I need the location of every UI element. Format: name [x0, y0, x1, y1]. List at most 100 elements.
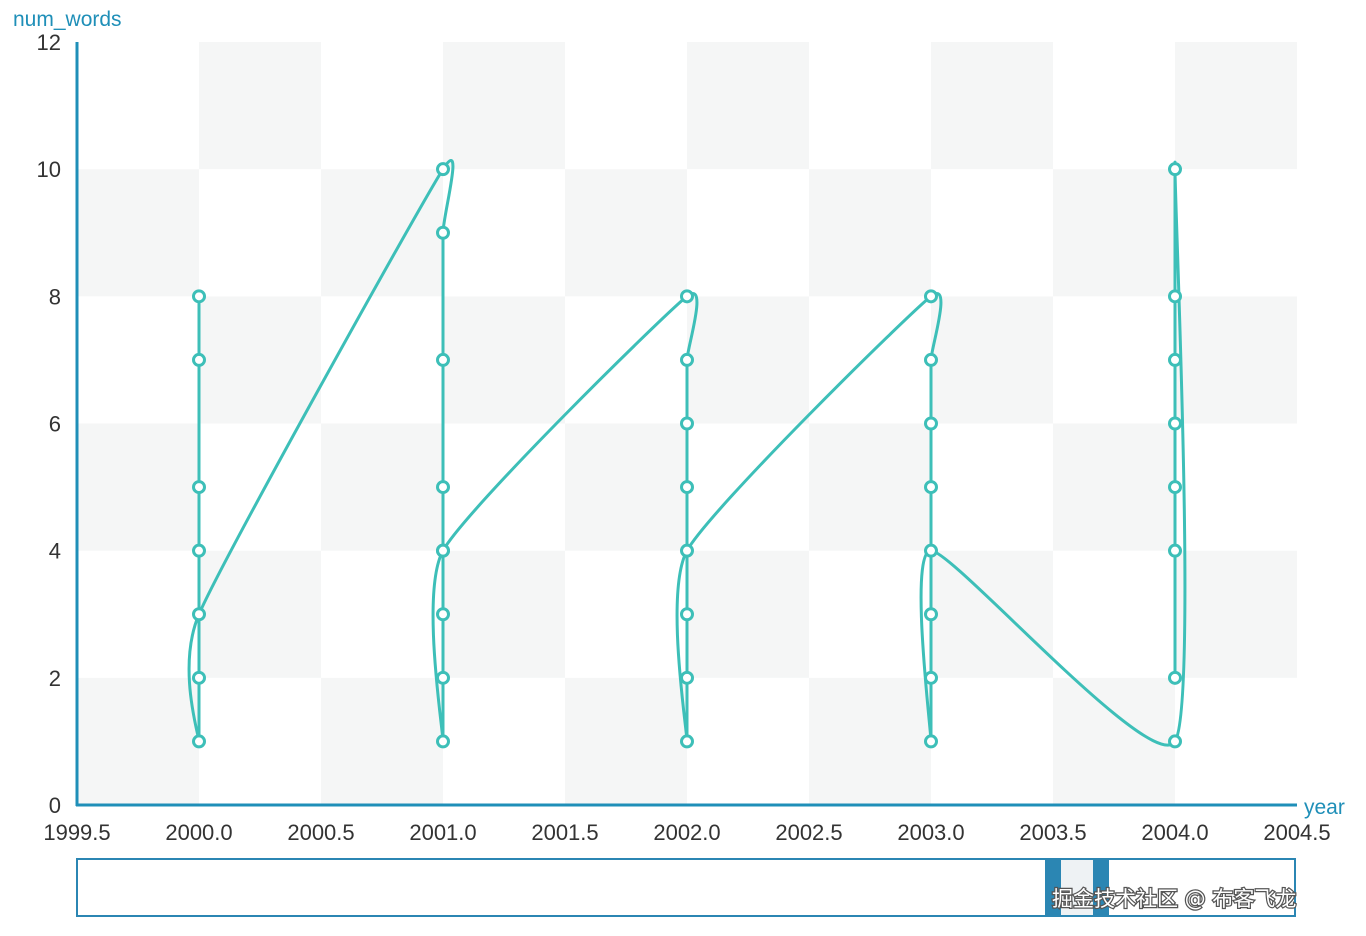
grid-band	[809, 296, 931, 424]
grid-band	[565, 550, 687, 678]
data-point[interactable]	[1168, 352, 1182, 367]
y-tick-label: 2	[49, 666, 61, 691]
grid-band	[1175, 296, 1297, 424]
data-point[interactable]	[192, 352, 206, 367]
data-point[interactable]	[1168, 543, 1182, 558]
grid-band	[809, 42, 931, 170]
data-point[interactable]	[1168, 480, 1182, 495]
data-point[interactable]	[1168, 416, 1182, 431]
data-point[interactable]	[1168, 734, 1182, 749]
grid-band	[1053, 550, 1175, 678]
data-point[interactable]	[1168, 670, 1182, 685]
data-point[interactable]	[680, 734, 694, 749]
grid-band	[931, 169, 1053, 297]
data-point[interactable]	[680, 480, 694, 495]
grid-band	[199, 677, 321, 805]
data-point[interactable]	[436, 670, 450, 685]
grid-band	[931, 677, 1053, 805]
grid-band	[687, 169, 809, 297]
data-point[interactable]	[436, 480, 450, 495]
grid-band	[199, 423, 321, 551]
x-tick-label: 2002.0	[653, 820, 720, 845]
x-tick-label: 2003.5	[1019, 820, 1086, 845]
data-point[interactable]	[924, 416, 938, 431]
x-tick-label: 2000.0	[165, 820, 232, 845]
grid-band	[565, 169, 687, 297]
data-point[interactable]	[680, 289, 694, 304]
data-point[interactable]	[436, 162, 450, 177]
data-point[interactable]	[192, 734, 206, 749]
grid-band	[1175, 169, 1297, 297]
data-point[interactable]	[436, 734, 450, 749]
grid-bands	[77, 42, 1297, 805]
x-tick-label: 2003.0	[897, 820, 964, 845]
data-point[interactable]	[680, 352, 694, 367]
data-point[interactable]	[1168, 162, 1182, 177]
slider-right-handle[interactable]	[1093, 859, 1109, 916]
y-tick-label: 8	[49, 284, 61, 309]
data-point[interactable]	[192, 480, 206, 495]
grid-band	[1175, 423, 1297, 551]
grid-band	[687, 677, 809, 805]
grid-band	[1175, 42, 1297, 170]
grid-band	[931, 296, 1053, 424]
data-point[interactable]	[192, 607, 206, 622]
x-tick-label: 2001.5	[531, 820, 598, 845]
y-tick-label: 0	[49, 793, 61, 818]
grid-band	[687, 42, 809, 170]
data-point[interactable]	[924, 670, 938, 685]
grid-band	[809, 169, 931, 297]
grid-band	[443, 169, 565, 297]
data-point[interactable]	[436, 607, 450, 622]
grid-band	[931, 550, 1053, 678]
grid-band	[199, 42, 321, 170]
x-tick-label: 2004.0	[1141, 820, 1208, 845]
data-point[interactable]	[1168, 289, 1182, 304]
data-point[interactable]	[436, 225, 450, 240]
grid-band	[565, 42, 687, 170]
grid-band	[687, 296, 809, 424]
y-tick-labels: 0 2 4 6 8 10 12	[37, 30, 61, 818]
data-point[interactable]	[924, 480, 938, 495]
grid-band	[809, 423, 931, 551]
data-point[interactable]	[680, 416, 694, 431]
data-point[interactable]	[192, 670, 206, 685]
y-tick-label: 12	[37, 30, 61, 55]
data-point[interactable]	[924, 352, 938, 367]
data-point[interactable]	[924, 607, 938, 622]
grid-band	[1053, 423, 1175, 551]
grid-band	[1175, 550, 1297, 678]
grid-band	[443, 423, 565, 551]
data-point[interactable]	[924, 734, 938, 749]
grid-band	[1053, 169, 1175, 297]
grid-band	[321, 42, 443, 170]
grid-band	[443, 296, 565, 424]
grid-band	[321, 550, 443, 678]
data-point[interactable]	[436, 352, 450, 367]
grid-band	[77, 169, 199, 297]
data-point[interactable]	[192, 543, 206, 558]
data-point[interactable]	[680, 607, 694, 622]
x-tick-label: 2002.5	[775, 820, 842, 845]
grid-band	[77, 296, 199, 424]
data-point[interactable]	[680, 543, 694, 558]
grid-band	[199, 296, 321, 424]
data-point[interactable]	[924, 543, 938, 558]
axes: num_words year	[13, 8, 1345, 819]
grid-band	[199, 550, 321, 678]
x-tick-labels: 1999.5 2000.0 2000.5 2001.0 2001.5 2002.0 2002…	[43, 820, 1330, 845]
grid-band	[443, 677, 565, 805]
data-point[interactable]	[924, 289, 938, 304]
range-slider[interactable]: 掘金技术社区 @ 布客飞龙	[76, 858, 1298, 917]
grid-band	[687, 550, 809, 678]
grid-band	[77, 550, 199, 678]
x-tick-label: 2001.0	[409, 820, 476, 845]
y-tick-label: 4	[49, 539, 61, 564]
data-point[interactable]	[436, 543, 450, 558]
data-point[interactable]	[680, 670, 694, 685]
slider-left-handle[interactable]	[1045, 859, 1061, 916]
grid-band	[1053, 296, 1175, 424]
data-point[interactable]	[192, 289, 206, 304]
grid-band	[687, 423, 809, 551]
